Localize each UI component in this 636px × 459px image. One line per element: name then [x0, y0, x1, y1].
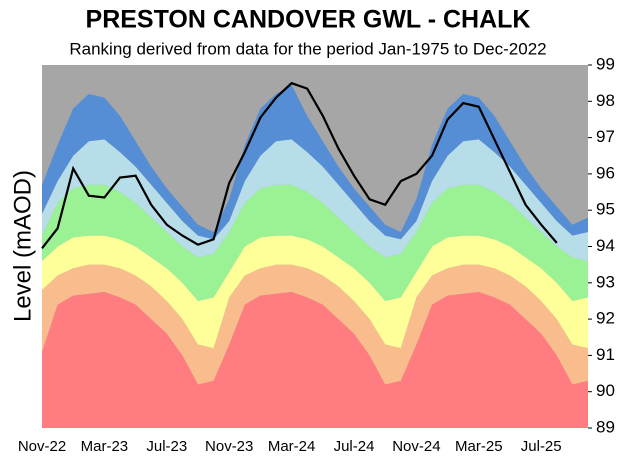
y-tick-label: 90 — [596, 381, 615, 400]
chart-subtitle: Ranking derived from data for the period… — [69, 39, 546, 58]
y-tick-label: 96 — [596, 163, 615, 182]
x-tick-label: Jul-25 — [521, 438, 562, 455]
x-tick-label: Mar-24 — [268, 438, 316, 455]
x-tick-label: Jul-23 — [146, 438, 187, 455]
y-tick-label: 99 — [596, 54, 615, 73]
y-axis-label: Level (mAOD) — [9, 170, 36, 322]
x-tick-label: Nov-23 — [205, 438, 253, 455]
y-tick-label: 98 — [596, 91, 615, 110]
band — [42, 139, 588, 262]
band — [42, 291, 588, 428]
y-tick-label: 91 — [596, 345, 615, 364]
chart-title: PRESTON CANDOVER GWL - CHALK — [86, 6, 531, 34]
y-tick-label: 89 — [596, 417, 615, 436]
y-tick-label: 93 — [596, 272, 615, 291]
band — [42, 235, 588, 349]
band — [42, 264, 588, 385]
y-tick-label: 92 — [596, 309, 615, 328]
x-tick-label: Mar-23 — [81, 438, 129, 455]
y-tick-label: 95 — [596, 200, 615, 219]
band — [42, 184, 588, 301]
x-tick-label: Nov-24 — [392, 438, 440, 455]
y-tick-label: 97 — [596, 127, 615, 146]
level-line — [41, 81, 558, 249]
x-tick-label: Mar-25 — [455, 438, 503, 455]
band — [42, 84, 588, 240]
y-tick-label: 94 — [596, 236, 615, 255]
x-tick-label: Jul-24 — [334, 438, 375, 455]
x-tick-label: Nov-22 — [18, 438, 66, 455]
